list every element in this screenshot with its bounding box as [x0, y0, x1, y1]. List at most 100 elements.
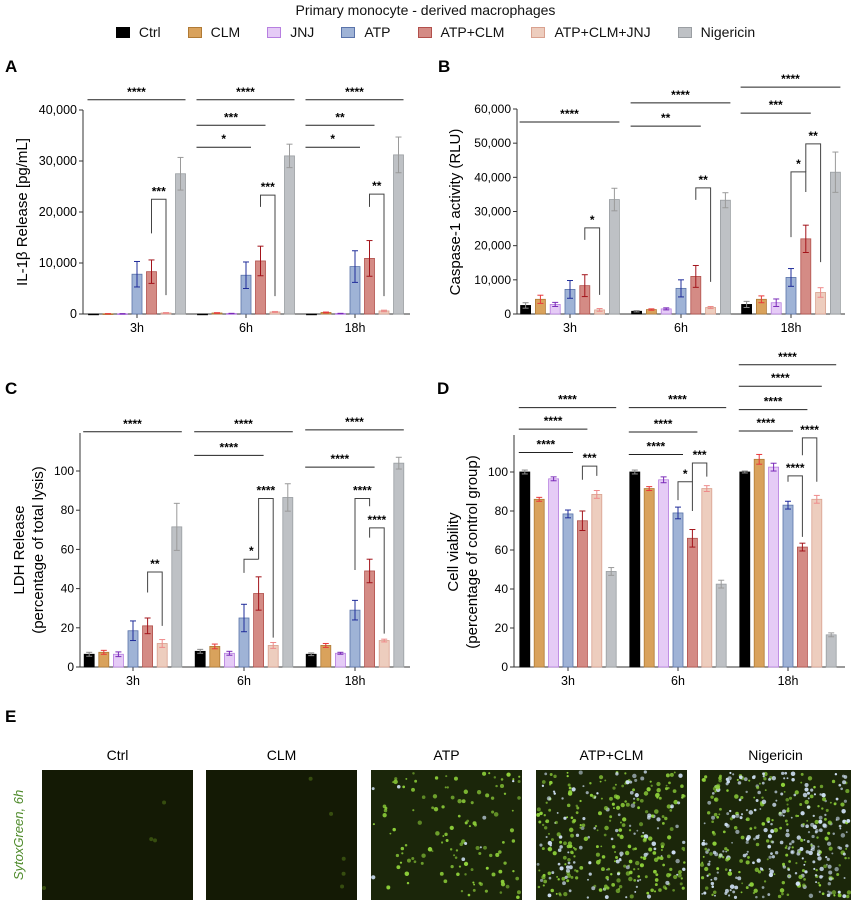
significance-bracket [805, 143, 822, 263]
stained-cell [642, 838, 647, 843]
micrograph-label: CLM [267, 747, 297, 763]
stained-cell [791, 840, 795, 844]
stained-cell [570, 816, 574, 820]
significance-label: **** [236, 85, 255, 99]
y-tick-label: 60,000 [474, 102, 511, 116]
stained-cell [740, 891, 743, 894]
stained-cell [613, 860, 616, 863]
stained-cell [757, 790, 761, 795]
stained-cell [586, 896, 590, 899]
stained-cell [847, 857, 850, 860]
panel-label: E [5, 707, 16, 726]
bar-atp-clm [577, 520, 588, 668]
stained-cell [801, 857, 804, 860]
stained-cell [493, 812, 499, 817]
stained-cell [464, 841, 468, 846]
stained-cell [802, 883, 806, 888]
stained-cell [611, 844, 616, 849]
stained-cell [473, 883, 476, 886]
significance-label: **** [764, 395, 783, 409]
stained-cell [622, 817, 627, 822]
stained-cell [559, 840, 563, 844]
stained-cell [619, 854, 623, 857]
stained-cell [549, 773, 553, 777]
stained-cell [708, 860, 711, 863]
stained-cell [745, 817, 750, 822]
stained-cell [648, 836, 653, 841]
stained-cell [42, 886, 47, 891]
stained-cell [714, 785, 716, 788]
stained-cell [727, 894, 731, 897]
stained-cell [714, 852, 719, 857]
stained-cell [734, 794, 739, 799]
significance-bracket [151, 198, 167, 296]
stained-cell [392, 827, 396, 832]
stained-cell [740, 835, 745, 840]
stained-cell [682, 849, 685, 852]
stained-cell [541, 823, 545, 827]
x-tick-label: 3h [130, 321, 144, 335]
stained-cell [771, 840, 775, 844]
stained-cell [556, 832, 561, 837]
stained-cell [393, 779, 398, 785]
stained-cell [769, 869, 774, 874]
stained-cell [484, 889, 488, 893]
stained-cell [383, 808, 388, 813]
stained-cell [795, 862, 798, 865]
stained-cell [509, 828, 515, 833]
stained-cell [753, 808, 757, 812]
significance-label: * [330, 132, 335, 146]
stained-cell [588, 861, 592, 865]
stained-cell [635, 860, 640, 866]
stained-cell [713, 797, 719, 802]
stained-cell [761, 886, 765, 889]
stained-cell [446, 786, 449, 789]
stained-cell [604, 895, 609, 899]
stained-cell [411, 857, 415, 861]
stained-cell [739, 816, 743, 820]
stained-cell [444, 786, 447, 789]
stained-cell [819, 784, 824, 789]
stained-cell [498, 869, 503, 874]
bar-ctrl [306, 313, 317, 316]
x-tick-label: 6h [671, 674, 685, 688]
significance-bracket [677, 481, 693, 511]
significance-label: ** [661, 111, 671, 125]
stained-cell [788, 842, 792, 846]
stained-cell [673, 874, 678, 880]
significance-bracket [790, 171, 807, 238]
stained-cell [512, 869, 515, 873]
stained-cell [735, 813, 740, 818]
stained-cell [549, 780, 553, 785]
legend-item-atp-clm-jnj: ATP+CLM+JNJ [531, 24, 651, 40]
significance-label: **** [234, 417, 253, 431]
stained-cell [582, 785, 585, 788]
stained-cell [681, 793, 685, 798]
stained-cell [449, 825, 454, 830]
stained-cell [463, 789, 469, 794]
stained-cell [669, 809, 673, 812]
stained-cell [783, 790, 786, 793]
stained-cell [843, 876, 846, 879]
stained-cell [669, 772, 674, 777]
stained-cell [791, 850, 794, 854]
stained-cell [741, 882, 744, 885]
stained-cell [576, 806, 580, 810]
stained-cell [761, 895, 765, 899]
stained-cell [647, 813, 652, 818]
stained-cell [579, 826, 582, 829]
stained-cell [733, 895, 738, 899]
stained-cell [538, 869, 541, 872]
stained-cell [649, 780, 652, 783]
stained-cell [811, 834, 815, 839]
significance-bracket [369, 193, 385, 297]
significance-label: *** [693, 448, 707, 462]
stained-cell [563, 891, 568, 897]
significance-label: **** [345, 85, 364, 99]
stained-cell [801, 869, 805, 873]
stained-cell [701, 841, 706, 846]
stained-cell [470, 801, 474, 805]
micrograph-label: Nigericin [748, 747, 802, 763]
stained-cell [431, 850, 434, 853]
stained-cell [439, 871, 444, 876]
